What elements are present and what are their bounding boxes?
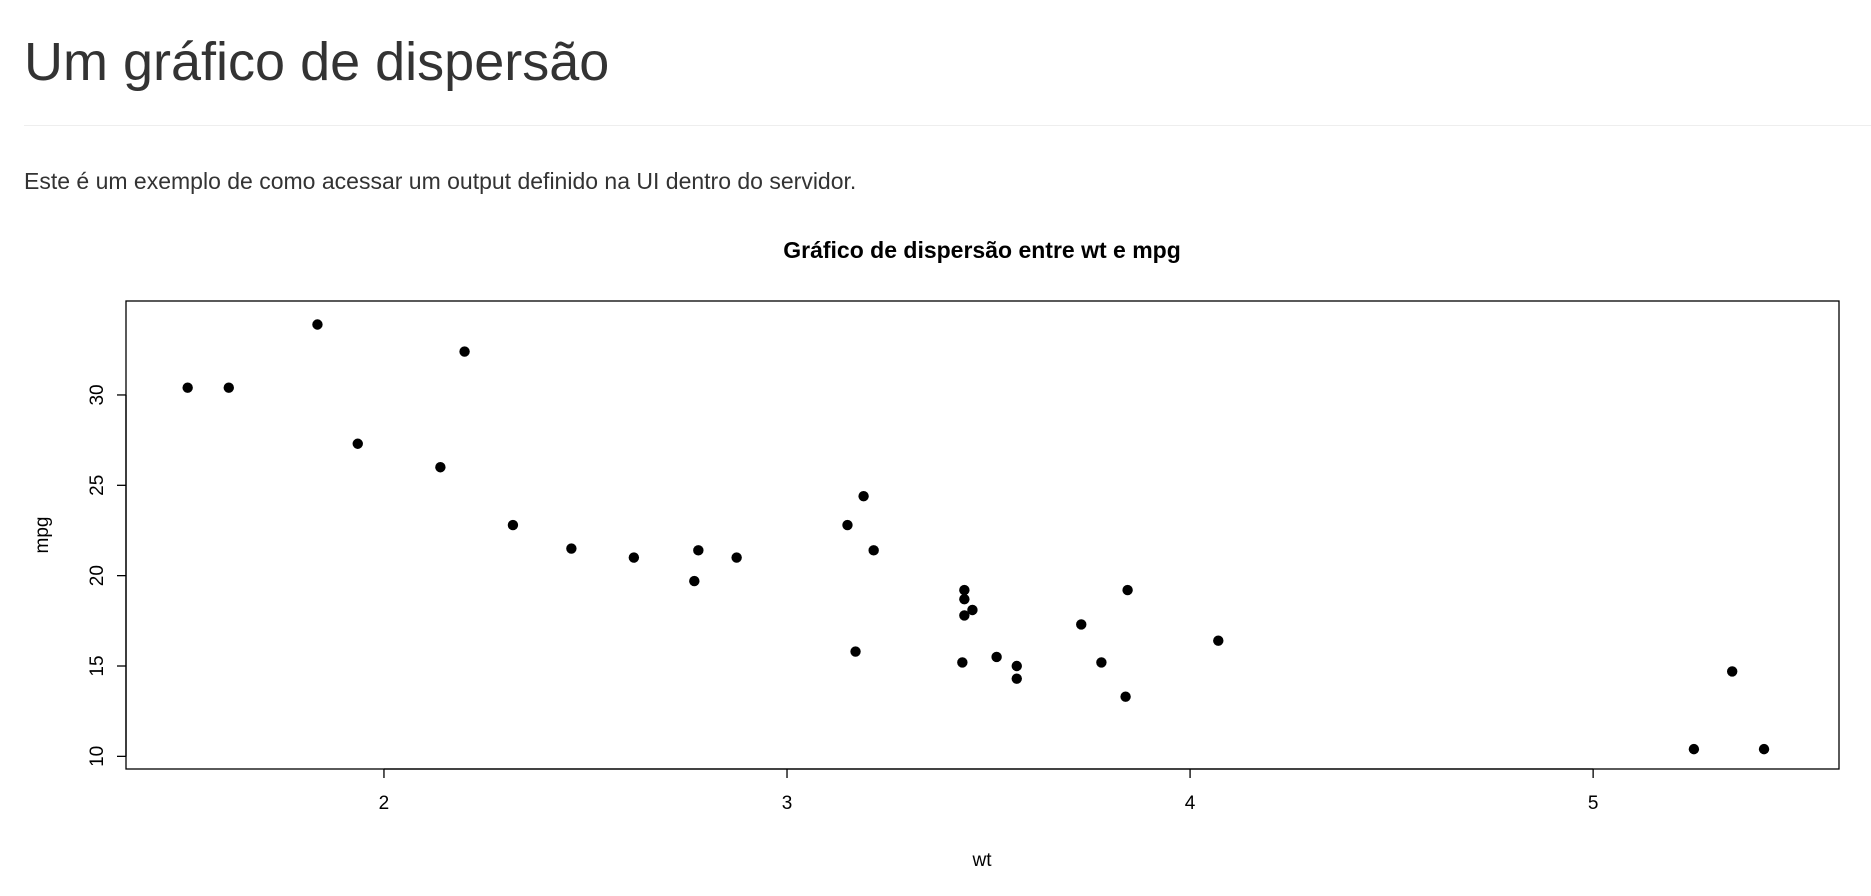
data-point bbox=[1011, 660, 1022, 672]
page-title: Um gráfico de dispersão bbox=[24, 32, 610, 92]
data-point bbox=[223, 382, 234, 393]
x-axis: 2 3 4 5 bbox=[379, 768, 1599, 814]
x-tick-label: 4 bbox=[1185, 793, 1196, 814]
x-axis-label: wt bbox=[972, 850, 993, 871]
data-point bbox=[689, 575, 700, 587]
data-point bbox=[1120, 691, 1131, 702]
y-tick-label: 25 bbox=[87, 475, 108, 496]
data-point bbox=[1758, 743, 1770, 755]
data-point bbox=[1726, 666, 1738, 677]
data-point bbox=[312, 319, 323, 330]
data-point bbox=[959, 584, 970, 596]
data-point bbox=[435, 462, 446, 473]
data-point bbox=[1011, 673, 1022, 684]
y-tick-label: 10 bbox=[87, 746, 108, 767]
y-tick-label: 30 bbox=[87, 384, 108, 405]
data-point bbox=[1096, 657, 1107, 668]
data-point bbox=[352, 438, 363, 449]
x-tick-label: 2 bbox=[379, 793, 390, 814]
data-point bbox=[1122, 584, 1133, 596]
data-point bbox=[858, 490, 869, 502]
data-point bbox=[959, 593, 970, 605]
data-point bbox=[850, 646, 861, 657]
page-description: Este é um exemplo de como acessar um out… bbox=[24, 168, 857, 194]
data-point bbox=[1213, 635, 1224, 646]
chart-title: Gráfico de dispersão entre wt e mpg bbox=[783, 237, 1181, 263]
data-point bbox=[731, 552, 742, 563]
data-point bbox=[182, 382, 193, 393]
data-point bbox=[693, 545, 704, 556]
data-point bbox=[991, 651, 1002, 663]
data-points bbox=[182, 319, 1770, 755]
data-point bbox=[967, 604, 978, 616]
data-point bbox=[566, 543, 577, 554]
y-axis-label: mpg bbox=[32, 517, 53, 554]
data-point bbox=[628, 552, 640, 563]
data-point bbox=[959, 610, 970, 621]
data-point bbox=[842, 519, 853, 531]
title-divider bbox=[24, 125, 1871, 126]
data-point bbox=[1688, 743, 1700, 755]
y-tick-label: 20 bbox=[87, 565, 108, 586]
plot-frame bbox=[125, 300, 1840, 770]
data-point bbox=[1076, 619, 1087, 630]
y-tick-label: 15 bbox=[87, 655, 108, 676]
x-tick-label: 5 bbox=[1588, 793, 1599, 814]
x-tick-label: 3 bbox=[782, 793, 793, 814]
data-point bbox=[459, 346, 470, 357]
y-axis: 10 15 20 25 30 bbox=[87, 384, 127, 767]
data-point bbox=[957, 657, 968, 668]
data-point bbox=[868, 545, 879, 556]
data-point bbox=[507, 519, 519, 531]
